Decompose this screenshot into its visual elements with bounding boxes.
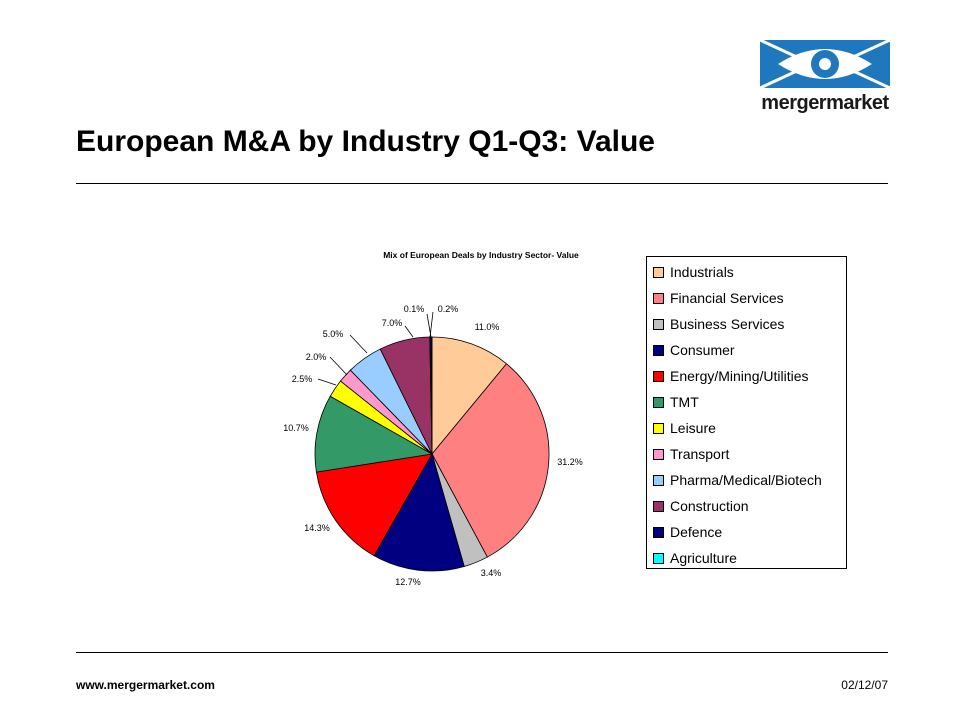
label-leader-lines: [317, 311, 434, 386]
data-label-consumer: 12.7%: [395, 577, 421, 587]
pie-slice-industrials: [431, 336, 508, 456]
legend-swatch: [653, 292, 664, 304]
legend-item-business-services: Business Services: [653, 311, 784, 337]
pie-slice-financial-services: [431, 363, 550, 558]
legend-swatch: [653, 318, 664, 330]
legend-swatch: [653, 422, 664, 434]
legend-item-consumer: Consumer: [653, 337, 735, 363]
legend-label: Pharma/Medical/Biotech: [670, 472, 822, 488]
legend-item-energy-mining-utilities: Energy/Mining/Utilities: [653, 363, 809, 389]
pie-slices: [314, 336, 550, 572]
legend-item-leisure: Leisure: [653, 415, 716, 441]
data-label-pharma-medical-biotech: 5.0%: [323, 329, 344, 339]
legend-label: Energy/Mining/Utilities: [670, 368, 809, 384]
leader-line-leisure: [317, 378, 337, 386]
legend-swatch: [653, 370, 664, 382]
pie-slice-tmt: [314, 395, 434, 473]
legend-item-transport: Transport: [653, 441, 729, 467]
chart-legend: Industrials Financial Services Business Se…: [646, 256, 847, 569]
pie-slice-agriculture: [430, 336, 433, 455]
legend-item-pharma-medical-biotech: Pharma/Medical/Biotech: [653, 467, 822, 493]
footer-date: 02/12/07: [841, 678, 888, 692]
legend-swatch: [653, 344, 664, 356]
logo-wordmark: mergermarket: [761, 92, 889, 114]
leader-line-construction: [404, 325, 414, 338]
legend-label: TMT: [670, 394, 699, 410]
legend-swatch: [653, 526, 664, 538]
legend-item-construction: Construction: [653, 493, 749, 519]
legend-label: Financial Services: [670, 290, 784, 306]
data-label-defence: 0.2%: [438, 304, 459, 314]
legend-swatch: [653, 552, 664, 564]
leader-line-agriculture: [426, 313, 432, 338]
data-label-industrials: 11.0%: [475, 322, 500, 332]
legend-item-financial-services: Financial Services: [653, 285, 784, 311]
data-label-financial-services: 31.2%: [557, 457, 583, 467]
legend-item-industrials: Industrials: [653, 259, 734, 285]
data-labels: 11.0% 31.2% 3.4% 12.7% 14.3% 10.7% 2.5% 2.0% 5.0…: [283, 304, 583, 587]
data-label-transport: 2.0%: [306, 352, 327, 362]
legend-swatch: [653, 266, 664, 278]
legend-item-agriculture: Agriculture: [653, 545, 737, 571]
data-label-construction: 7.0%: [382, 318, 403, 328]
legend-label: Transport: [670, 446, 730, 462]
legend-swatch: [653, 474, 664, 486]
legend-label: Agriculture: [670, 550, 737, 566]
legend-label: Construction: [670, 498, 749, 514]
legend-swatch: [653, 448, 664, 460]
mergermarket-logo: mergermarket: [759, 38, 891, 118]
chart-title: Mix of European Deals by Industry Sector…: [383, 250, 579, 260]
legend-item-defence: Defence: [653, 519, 722, 545]
footer-divider: [76, 652, 888, 653]
legend-swatch: [653, 500, 664, 512]
page-title: European M&A by Industry Q1-Q3: Value: [76, 125, 655, 158]
eye-logo-icon: [759, 38, 891, 90]
legend-label: Business Services: [670, 316, 785, 332]
pie-slice-consumer: [373, 452, 465, 572]
legend-label: Defence: [670, 524, 723, 540]
pie-slice-energy-mining-utilities: [315, 453, 433, 557]
footer-url: www.mergermarket.com: [76, 678, 215, 692]
legend-item-tmt: TMT: [653, 389, 699, 415]
title-divider: [76, 183, 888, 184]
data-label-leisure: 2.5%: [292, 374, 313, 384]
legend-label: Leisure: [670, 420, 716, 436]
data-label-tmt: 10.7%: [283, 423, 309, 433]
legend-label: Industrials: [670, 264, 734, 280]
data-label-business-services: 3.4%: [481, 568, 502, 578]
data-label-agriculture: 0.1%: [404, 304, 425, 314]
leader-line-pharma-medical-biotech: [349, 334, 368, 354]
legend-swatch: [653, 396, 664, 408]
legend-label: Consumer: [670, 342, 735, 358]
data-label-energy-mining-utilities: 14.3%: [304, 523, 330, 533]
leader-line-transport: [329, 356, 348, 376]
